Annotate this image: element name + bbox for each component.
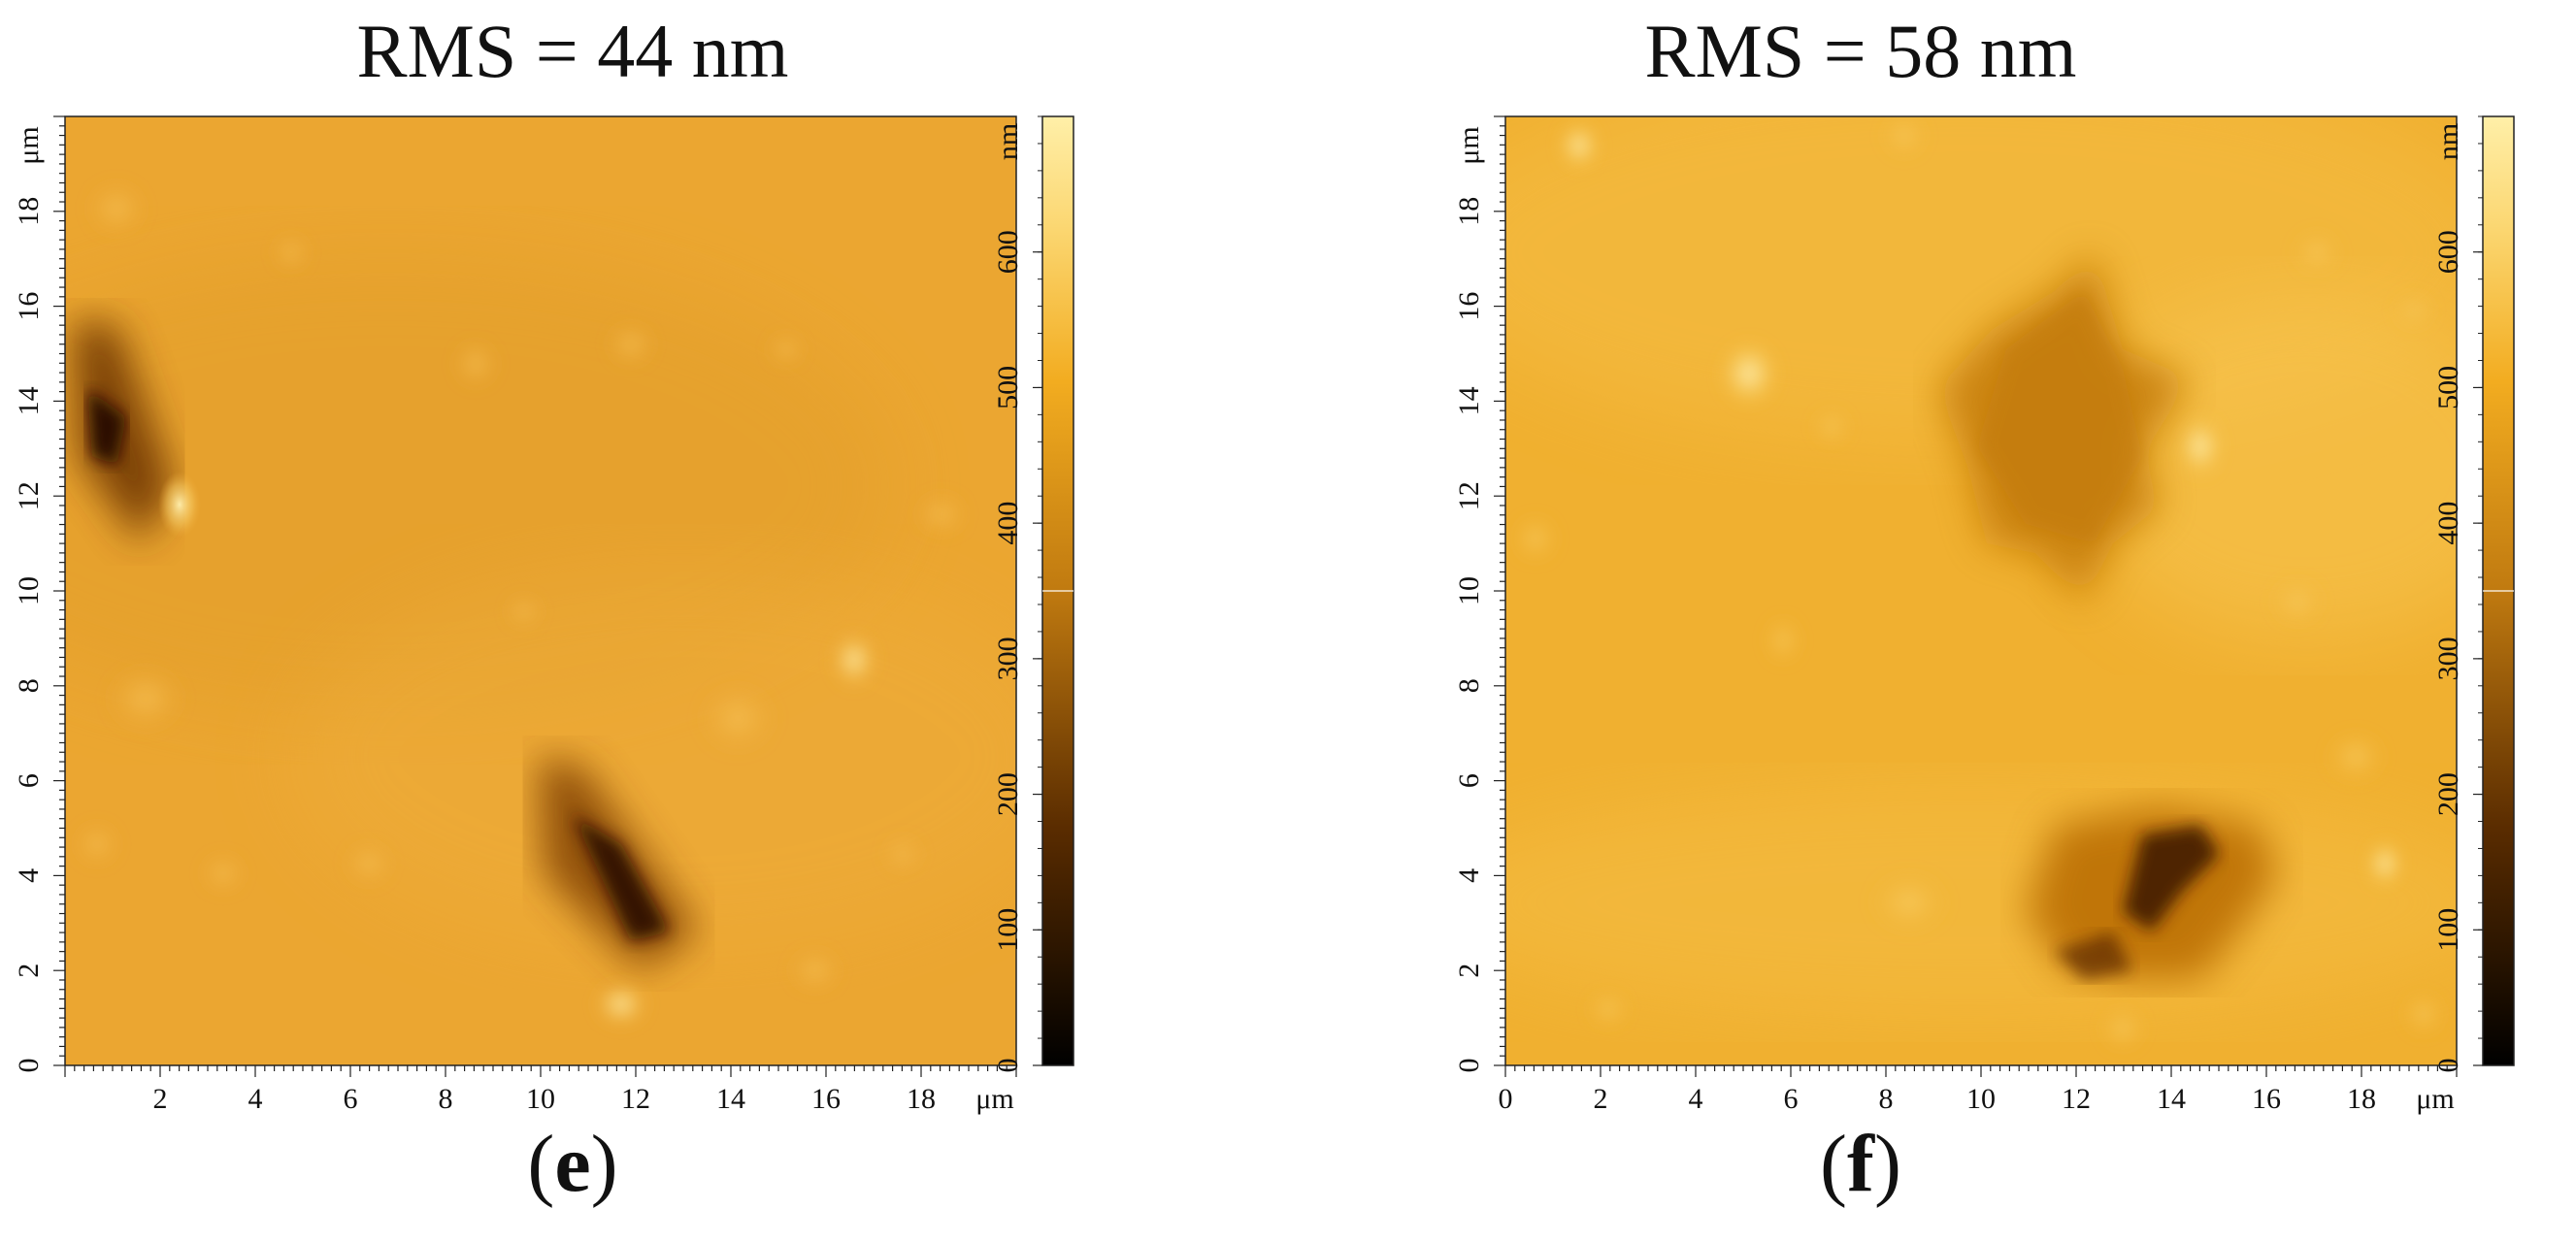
colorbar-tick-label: 400 — [992, 502, 1024, 545]
colorbar-tick-label: 600 — [992, 230, 1024, 274]
afm-panel-e: RMS = 44 nm — [13, 9, 1074, 1209]
x-tick-label: 12 — [621, 1083, 650, 1115]
colorbar-tick-label: 200 — [2432, 772, 2464, 816]
colorbar-unit: nm — [992, 123, 1024, 160]
colorbar-tick-label: 0 — [992, 1059, 1024, 1073]
afm-figure-e: 0 2 4 6 8 10 12 14 16 18 μm 2 4 6 8 10 12 14 16 18 μm 0 100 2… — [13, 115, 1074, 1115]
colorbar-tick-label: 100 — [992, 908, 1024, 952]
afm-image-e — [65, 116, 1016, 1065]
x-axis-e: 2 4 6 8 10 12 14 16 18 μm — [64, 1065, 1017, 1115]
y-tick-label: 0 — [1453, 1059, 1485, 1073]
x-tick-label: 2 — [153, 1083, 168, 1115]
y-tick-label: 14 — [13, 386, 45, 415]
panel-label-e: (e) — [527, 1119, 618, 1209]
afm-image-f — [1505, 116, 2457, 1065]
x-tick-label: 8 — [1879, 1083, 1894, 1115]
x-tick-label: 0 — [1499, 1083, 1513, 1115]
panel-title: RMS = 44 nm — [356, 9, 789, 93]
colorbar-tick-label: 500 — [992, 366, 1024, 409]
y-tick-label: 18 — [1453, 197, 1485, 226]
y-tick-label: 14 — [1453, 386, 1485, 415]
x-tick-label: 10 — [1966, 1083, 1996, 1115]
x-tick-label: 14 — [716, 1083, 745, 1115]
colorbar-tick-label: 300 — [992, 637, 1024, 680]
x-axis-unit: μm — [975, 1083, 1013, 1115]
y-tick-label: 2 — [1453, 964, 1485, 978]
x-tick-label: 4 — [1689, 1083, 1703, 1115]
colorbar-e: 0 100 200 300 400 500 600 nm — [992, 115, 1074, 1073]
panel-label-f: (f) — [1820, 1119, 1901, 1209]
colorbar-tick-label: 600 — [2432, 230, 2464, 274]
x-tick-label: 8 — [439, 1083, 453, 1115]
x-tick-label: 2 — [1594, 1083, 1608, 1115]
colorbar-tick-label: 400 — [2432, 502, 2464, 545]
x-tick-label: 10 — [526, 1083, 555, 1115]
y-axis-unit: μm — [13, 126, 45, 164]
y-tick-label: 8 — [13, 678, 45, 693]
colorbar-tick-label: 300 — [2432, 637, 2464, 680]
colorbar-tick-label: 500 — [2432, 366, 2464, 409]
x-tick-label: 16 — [2252, 1083, 2281, 1115]
y-tick-label: 4 — [1453, 868, 1485, 883]
colorbar-unit: nm — [2432, 123, 2464, 160]
y-tick-label: 12 — [1453, 481, 1485, 510]
y-tick-label: 10 — [13, 576, 45, 605]
y-tick-label: 16 — [1453, 292, 1485, 321]
y-tick-label: 2 — [13, 964, 45, 978]
y-tick-label: 10 — [1453, 576, 1485, 605]
afm-figure-f: 0 2 4 6 8 10 12 14 16 18 μm 0 2 4 6 8 10 12 14 16 18 μm 0 100… — [1453, 115, 2515, 1115]
colorbar-tick-label: 100 — [2432, 908, 2464, 952]
colorbar-f: 0 100 200 300 400 500 600 nm — [2432, 115, 2515, 1073]
x-tick-label: 16 — [811, 1083, 841, 1115]
x-tick-label: 14 — [2157, 1083, 2186, 1115]
x-tick-label: 4 — [248, 1083, 263, 1115]
y-axis-e: 0 2 4 6 8 10 12 14 16 18 μm — [13, 115, 65, 1073]
y-tick-label: 4 — [13, 868, 45, 883]
x-tick-label: 18 — [2347, 1083, 2376, 1115]
afm-panel-f: RMS = 58 nm — [1288, 0, 2576, 1242]
x-tick-label: 12 — [2062, 1083, 2091, 1115]
colorbar-tick-label: 0 — [2432, 1059, 2464, 1073]
y-tick-label: 0 — [13, 1059, 45, 1073]
x-tick-label: 18 — [907, 1083, 936, 1115]
x-axis-unit: μm — [2416, 1083, 2454, 1115]
panel-title: RMS = 58 nm — [1644, 9, 2077, 93]
y-tick-label: 6 — [13, 773, 45, 788]
y-axis-unit: μm — [1453, 126, 1485, 164]
colorbar-tick-label: 200 — [992, 772, 1024, 816]
y-axis-f: 0 2 4 6 8 10 12 14 16 18 μm — [1453, 115, 1505, 1073]
y-tick-label: 18 — [13, 197, 45, 226]
y-tick-label: 16 — [13, 292, 45, 321]
x-axis-f: 0 2 4 6 8 10 12 14 16 18 μm — [1499, 1065, 2458, 1115]
y-tick-label: 6 — [1453, 773, 1485, 788]
x-tick-label: 6 — [1784, 1083, 1799, 1115]
x-tick-label: 6 — [344, 1083, 358, 1115]
y-tick-label: 8 — [1453, 678, 1485, 693]
y-tick-label: 12 — [13, 481, 45, 510]
